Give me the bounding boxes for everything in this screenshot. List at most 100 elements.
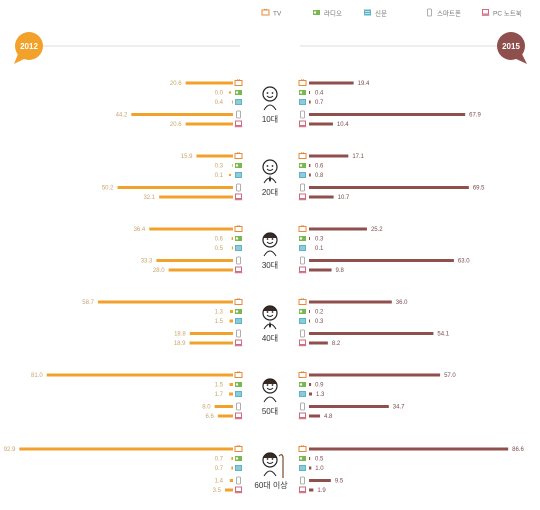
tv-icon	[298, 298, 307, 305]
bar-2015	[309, 457, 311, 460]
bar-area: 10대 20.6 19.4 0.0 0.4 0.4 0.7 44.2 67.9 20.6 10.4 2…	[4, 79, 525, 494]
radio-icon	[235, 382, 242, 387]
tv-icon	[298, 225, 307, 232]
newspaper-icon	[299, 245, 306, 251]
bar-2015	[309, 310, 310, 313]
bar-2012	[149, 227, 233, 231]
value-label-2012: 1.7	[215, 392, 224, 398]
smartphone-icon	[236, 476, 241, 485]
pc-icon	[298, 193, 307, 201]
value-label-2012: 36.4	[134, 227, 146, 233]
bar-2015	[309, 383, 312, 386]
value-label-2012: 81.0	[31, 373, 43, 379]
bar-2012	[46, 373, 234, 377]
value-label-2012: 0.7	[215, 466, 224, 472]
radio-icon	[235, 90, 242, 95]
bar-2012	[232, 164, 233, 167]
bar-2015	[309, 186, 469, 189]
bar-2015	[309, 122, 333, 126]
age-label: 20대	[262, 188, 278, 197]
pc-icon	[298, 266, 307, 274]
value-label-2012: 1.4	[215, 479, 224, 485]
value-label-2015: 1.3	[316, 392, 325, 398]
smartphone-icon	[236, 110, 241, 119]
bar-2012	[232, 100, 233, 104]
bar-2012	[189, 341, 233, 345]
legend-item-5: PC 노트북	[481, 9, 522, 18]
radio-icon	[313, 10, 320, 15]
value-label-2012: 20.6	[170, 122, 182, 128]
legend-item-3: 신문	[364, 9, 387, 18]
legend-item-1: TV	[261, 8, 282, 18]
value-label-2012: 0.3	[215, 164, 224, 170]
age-label: 30대	[262, 261, 278, 270]
person-icon	[262, 86, 278, 111]
tv-icon	[234, 225, 243, 232]
value-label-2015: 0.3	[315, 237, 324, 243]
age-label: 40대	[262, 334, 278, 343]
tv-icon	[298, 371, 307, 378]
person-icon	[262, 378, 278, 403]
bar-2012	[97, 300, 234, 304]
bar-2012	[131, 113, 233, 116]
bar-2012	[189, 332, 233, 335]
value-label-2015: 36.0	[396, 300, 408, 306]
pc-icon	[298, 339, 307, 347]
radio-icon	[299, 456, 306, 461]
value-label-2012: 1.3	[215, 310, 224, 316]
smartphone-icon	[300, 256, 305, 265]
value-label-2012: 0.4	[215, 100, 224, 106]
value-label-2015: 25.2	[371, 227, 383, 233]
tv-icon	[234, 298, 243, 305]
smartphone-icon	[236, 402, 241, 411]
svg-text:2012: 2012	[20, 42, 38, 51]
bar-2015	[309, 81, 354, 85]
age-group: 40대 58.7 36.0 1.3 0.2 1.5 0.3 18.8 54.1 18.9 8.2	[82, 298, 450, 347]
value-label-2015: 69.5	[473, 186, 485, 192]
value-label-2012: 0.1	[215, 173, 224, 179]
bar-2015	[309, 164, 311, 167]
newspaper-icon	[364, 9, 371, 16]
person-icon	[262, 159, 278, 184]
pc-icon	[234, 486, 243, 494]
age-group: 60대 이상 92.9 86.6 0.7 0.5 0.7 1.0 1.4 9.5 3.5 1.9	[4, 445, 525, 494]
value-label-2012: 32.1	[143, 195, 155, 201]
pc-icon	[234, 120, 243, 128]
age-group: 50대 81.0 57.0 1.5 0.9 1.7 1.3 8.0 34.7 6.6 4.8	[31, 371, 456, 420]
value-label-2012: 6.6	[205, 414, 214, 420]
pc-icon	[234, 266, 243, 274]
value-label-2015: 0.7	[315, 100, 324, 106]
radio-icon	[235, 236, 242, 241]
legend-label: 스마트폰	[437, 9, 461, 18]
value-label-2015: 0.1	[315, 246, 324, 252]
pc-icon	[234, 412, 243, 420]
value-label-2015: 8.2	[332, 341, 341, 347]
bar-2012	[229, 319, 233, 323]
newspaper-icon	[235, 318, 242, 324]
bar-2012	[229, 479, 233, 482]
tv-icon	[298, 445, 307, 452]
bar-2012	[229, 383, 233, 386]
newspaper-icon	[299, 391, 306, 397]
value-label-2015: 19.4	[358, 81, 370, 87]
bar-2012	[159, 195, 233, 199]
age-group: 30대 36.4 25.2 0.6 0.3 0.5 0.1 33.3 63.0 28.0 9.8	[134, 225, 470, 274]
smartphone-icon	[236, 183, 241, 192]
value-label-2012: 15.9	[181, 154, 193, 160]
value-label-2012: 18.8	[174, 332, 186, 338]
value-label-2015: 86.6	[512, 447, 524, 453]
age-label: 10대	[262, 115, 278, 124]
bar-2015	[309, 237, 310, 240]
value-label-2012: 0.7	[215, 457, 224, 463]
value-label-2012: 0.6	[215, 237, 224, 243]
bar-2015	[309, 341, 328, 345]
value-label-2015: 1.0	[315, 466, 324, 472]
bar-2015	[309, 488, 314, 492]
smartphone-icon	[236, 329, 241, 338]
bar-2012	[217, 414, 233, 418]
pc-icon	[298, 412, 307, 420]
bar-2012	[117, 186, 233, 189]
legend-item-4: 스마트폰	[427, 9, 461, 18]
bar-2012	[230, 310, 233, 313]
